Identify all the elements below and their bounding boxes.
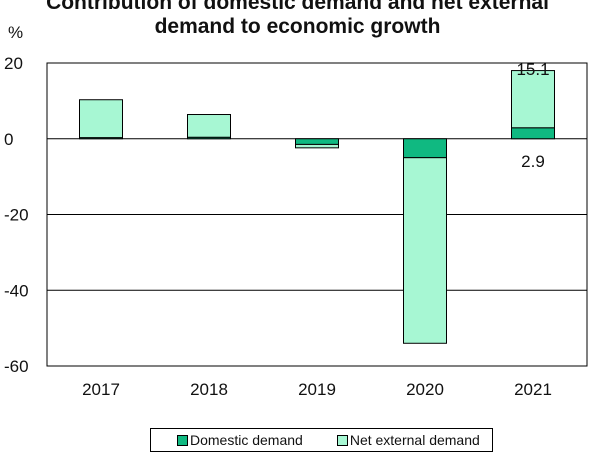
data-label-net-external-demand-2021: 15.1 bbox=[516, 60, 549, 79]
legend-label-domestic-demand: Domestic demand bbox=[190, 432, 303, 448]
bars bbox=[79, 70, 555, 344]
legend-swatch-net-external-demand bbox=[336, 434, 348, 446]
bar-net-external-demand-2021 bbox=[511, 70, 555, 129]
bar-net-external-demand-2017 bbox=[79, 99, 123, 139]
x-tick-label: 2018 bbox=[190, 380, 228, 399]
y-tick-labels: 20 0 -20 -40 -60 bbox=[4, 54, 29, 376]
bar-net-external-demand-2020 bbox=[403, 157, 447, 344]
chart-title-line-1: Contribution of domestic demand and net … bbox=[46, 0, 549, 14]
legend-label-net-external-demand: Net external demand bbox=[349, 432, 480, 448]
x-tick-label: 2017 bbox=[82, 380, 120, 399]
bar-domestic-demand-2020 bbox=[403, 138, 447, 159]
legend-swatch-domestic-demand bbox=[177, 434, 188, 446]
bar-domestic-demand-2019 bbox=[295, 138, 339, 145]
x-tick-label: 2019 bbox=[298, 380, 336, 399]
y-axis-unit: % bbox=[8, 23, 24, 42]
y-tick-label: -40 bbox=[4, 281, 29, 300]
y-tick-label: -60 bbox=[4, 357, 29, 376]
x-tick-label: 2020 bbox=[406, 380, 444, 399]
bar-net-external-demand-2019 bbox=[295, 143, 339, 149]
plot-border bbox=[46, 62, 588, 367]
chart-title-line-2: demand to economic growth bbox=[154, 15, 441, 38]
y-tick-label: 0 bbox=[4, 130, 13, 149]
gridlines bbox=[47, 62, 587, 291]
plot-frame bbox=[46, 62, 588, 367]
y-tick-label: -20 bbox=[4, 206, 29, 225]
x-tick-labels: 2017 2018 2019 2020 2021 bbox=[82, 380, 552, 399]
legend-item-net-external-demand: Net external demand bbox=[336, 432, 480, 448]
bar-net-external-demand-2018 bbox=[187, 114, 231, 138]
legend-item-domestic-demand: Domestic demand bbox=[177, 432, 303, 448]
data-label-domestic-demand-2021: 2.9 bbox=[521, 152, 545, 171]
bar-domestic-demand-2021 bbox=[511, 127, 555, 140]
data-labels: 15.1 2.9 bbox=[516, 60, 549, 171]
chart-title: Contribution of domestic demand and net … bbox=[0, 0, 595, 39]
legend: Domestic demand Net external demand bbox=[150, 428, 493, 452]
x-tick-label: 2021 bbox=[514, 380, 552, 399]
y-tick-label: 20 bbox=[4, 54, 23, 73]
